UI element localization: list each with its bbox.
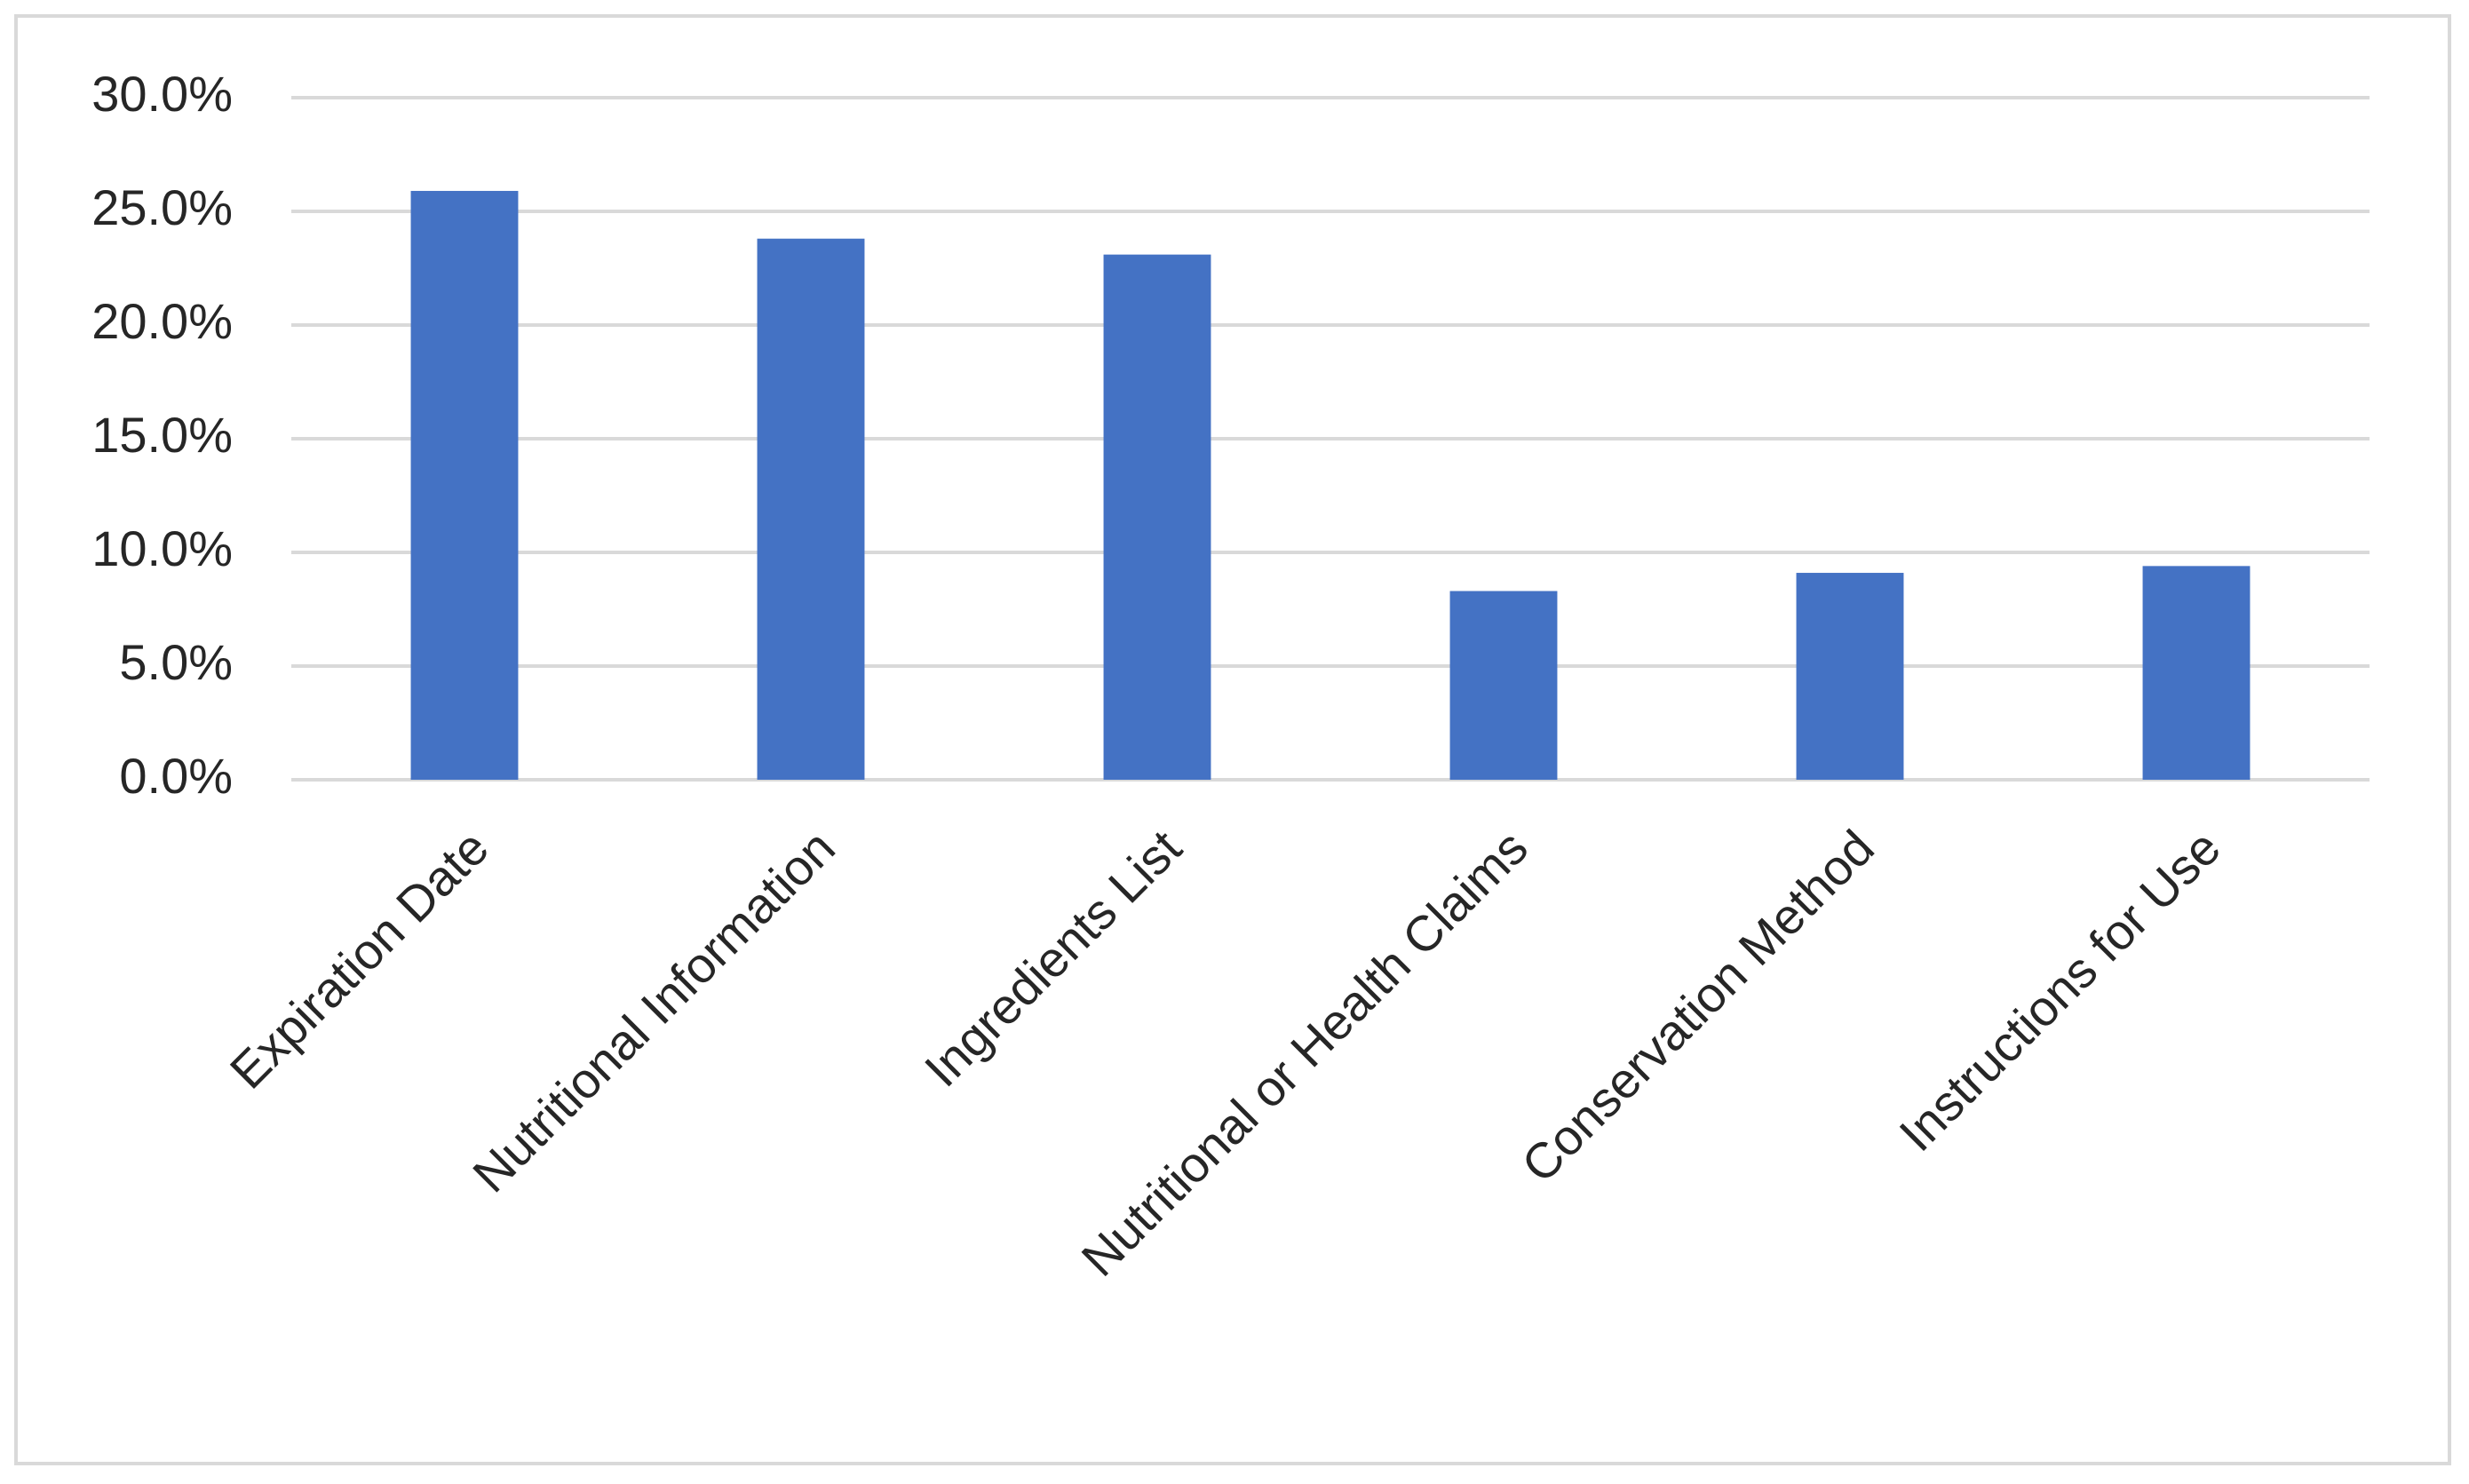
y-tick-label: 5.0% [119, 634, 233, 690]
y-tick-label: 30.0% [91, 66, 233, 122]
bar [1103, 254, 1211, 780]
y-tick-label: 0.0% [119, 748, 233, 804]
bar [1449, 591, 1558, 780]
bar [1796, 573, 1904, 780]
y-tick-label: 15.0% [91, 407, 233, 463]
chart-border [14, 14, 2451, 1465]
y-tick-label: 25.0% [91, 179, 233, 235]
y-tick-label: 10.0% [91, 520, 233, 576]
bar [2142, 566, 2251, 780]
bar [757, 238, 865, 781]
bar [410, 190, 519, 780]
y-tick-label: 20.0% [91, 293, 233, 349]
